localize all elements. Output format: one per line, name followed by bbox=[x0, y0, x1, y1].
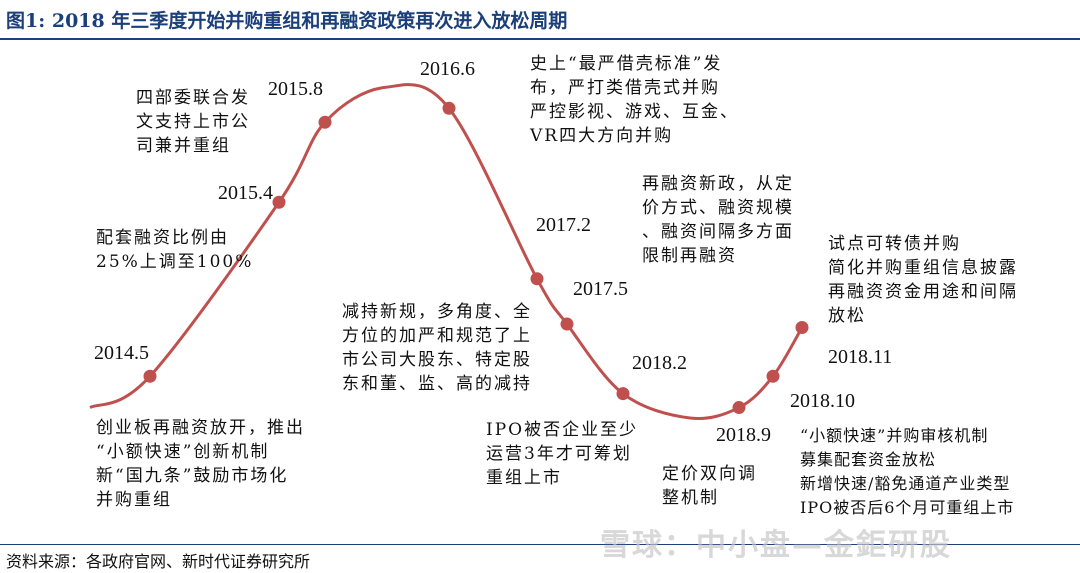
annotation-line: 募集配套资金放松 bbox=[800, 450, 937, 469]
data-point-2014-5 bbox=[143, 369, 157, 383]
annotation-line: 东和董、监、高的减持 bbox=[342, 374, 532, 394]
annotation-2018-11: 试点可转债并购 简化并购重组信息披露 再融资资金用途和间隔 放松 bbox=[828, 232, 1018, 328]
point-label-2017-2: 2017.2 bbox=[536, 214, 591, 236]
point-label-2018-9: 2018.9 bbox=[716, 424, 771, 446]
annotation-2018-9: 定价双向调 整机制 bbox=[662, 462, 757, 510]
annotation-line: IPO被否后6个月可重组上市 bbox=[800, 498, 1015, 517]
data-point-2017-2 bbox=[530, 272, 544, 286]
annotation-2015-8: 四部委联合发 文支持上市公 司兼并重组 bbox=[136, 86, 250, 158]
annotation-2018-10: “小额快速”并购审核机制 募集配套资金放松 新增快速/豁免通道产业类型 IPO被… bbox=[800, 424, 1014, 520]
annotation-line: 史上“最严借壳标准”发 bbox=[530, 54, 723, 74]
annotation-2014-5: 创业板再融资放开，推出 “小额快速”创新机制 新“国九条”鼓励市场化 并购重组 bbox=[96, 416, 305, 512]
annotation-line: 新增快速/豁免通道产业类型 bbox=[800, 474, 1011, 493]
annotation-line: “小额快速”并购审核机制 bbox=[800, 426, 989, 445]
annotation-line: 创业板再融资放开，推出 bbox=[96, 418, 305, 438]
annotation-line: 减持新规，多角度、全 bbox=[342, 302, 532, 322]
point-label-2016-6: 2016.6 bbox=[420, 58, 475, 80]
figure-header: 图1: 2018 年三季度开始并购重组和再融资政策再次进入放松周期 bbox=[0, 0, 1080, 40]
annotation-line: 司兼并重组 bbox=[136, 136, 231, 156]
data-point-2018-10 bbox=[766, 369, 780, 383]
data-point-2018-9 bbox=[732, 401, 746, 415]
annotation-line: 整机制 bbox=[662, 488, 719, 508]
annotation-line: 市公司大股东、特定股 bbox=[342, 350, 532, 370]
annotation-2017-2: 再融资新政，从定 价方式、融资规模 、融资间隔多方面 限制再融资 bbox=[642, 172, 794, 268]
data-point-2015-4 bbox=[272, 195, 286, 209]
point-label-2017-5: 2017.5 bbox=[573, 278, 628, 300]
data-point-2018-11 bbox=[795, 321, 809, 335]
source-note: 资料来源：各政府官网、新时代证券研究所 bbox=[6, 552, 311, 571]
annotation-line: IPO被否企业至少 bbox=[486, 420, 639, 440]
annotation-line: 价方式、融资规模 bbox=[642, 198, 794, 218]
data-point-2017-5 bbox=[560, 317, 574, 331]
annotation-line: 并购重组 bbox=[96, 490, 172, 510]
annotation-line: 限制再融资 bbox=[642, 246, 737, 266]
annotation-line: 放松 bbox=[828, 306, 866, 326]
annotation-line: 配套融资比例由 bbox=[96, 228, 229, 248]
header-rule bbox=[0, 38, 1080, 40]
point-label-2018-10: 2018.10 bbox=[790, 390, 855, 412]
data-point-2018-2 bbox=[616, 387, 630, 401]
policy-cycle-chart bbox=[89, 83, 809, 421]
annotation-line: 方位的加严和规范了上 bbox=[342, 326, 532, 346]
data-point-2015-8 bbox=[318, 115, 332, 129]
point-label-2015-4: 2015.4 bbox=[218, 182, 273, 204]
annotation-line: 定价双向调 bbox=[662, 464, 757, 484]
annotation-line: VR四大方向并购 bbox=[530, 126, 674, 146]
annotation-2017-5: 减持新规，多角度、全 方位的加严和规范了上 市公司大股东、特定股 东和董、监、高… bbox=[342, 300, 532, 396]
footer-rule bbox=[0, 544, 1080, 545]
figure-title: 图1: 2018 年三季度开始并购重组和再融资政策再次进入放松周期 bbox=[6, 10, 568, 32]
annotation-line: 再融资资金用途和间隔 bbox=[828, 282, 1018, 302]
annotation-line: 布，严打类借壳式并购 bbox=[530, 78, 720, 98]
annotation-line: 25%上调至100% bbox=[96, 252, 254, 272]
point-label-2014-5: 2014.5 bbox=[94, 342, 149, 364]
annotation-line: 严控影视、游戏、互金、 bbox=[530, 102, 739, 122]
data-point-2016-6 bbox=[442, 101, 456, 115]
annotation-line: 运营3年才可筹划 bbox=[486, 444, 632, 464]
annotation-line: 再融资新政，从定 bbox=[642, 174, 794, 194]
annotation-2016-6: 史上“最严借壳标准”发 布，严打类借壳式并购 严控影视、游戏、互金、 VR四大方… bbox=[530, 52, 739, 148]
annotation-2018-2: IPO被否企业至少 运营3年才可筹划 重组上市 bbox=[486, 418, 638, 490]
annotation-line: “小额快速”创新机制 bbox=[96, 442, 270, 462]
annotation-line: 、融资间隔多方面 bbox=[642, 222, 794, 242]
watermark-text: 雪球：中小盘—金鉅研股 bbox=[600, 528, 952, 563]
annotation-line: 新“国九条”鼓励市场化 bbox=[96, 466, 289, 486]
annotation-line: 试点可转债并购 bbox=[828, 234, 961, 254]
annotation-line: 重组上市 bbox=[486, 468, 562, 488]
annotation-line: 四部委联合发 bbox=[136, 88, 250, 108]
point-label-2018-11: 2018.11 bbox=[828, 346, 893, 368]
policy-curve bbox=[89, 83, 804, 421]
point-label-2015-8: 2015.8 bbox=[268, 78, 323, 100]
annotation-line: 文支持上市公 bbox=[136, 112, 250, 132]
annotation-line: 简化并购重组信息披露 bbox=[828, 258, 1018, 278]
point-label-2018-2: 2018.2 bbox=[632, 352, 687, 374]
annotation-2015-4: 配套融资比例由 25%上调至100% bbox=[96, 226, 253, 274]
